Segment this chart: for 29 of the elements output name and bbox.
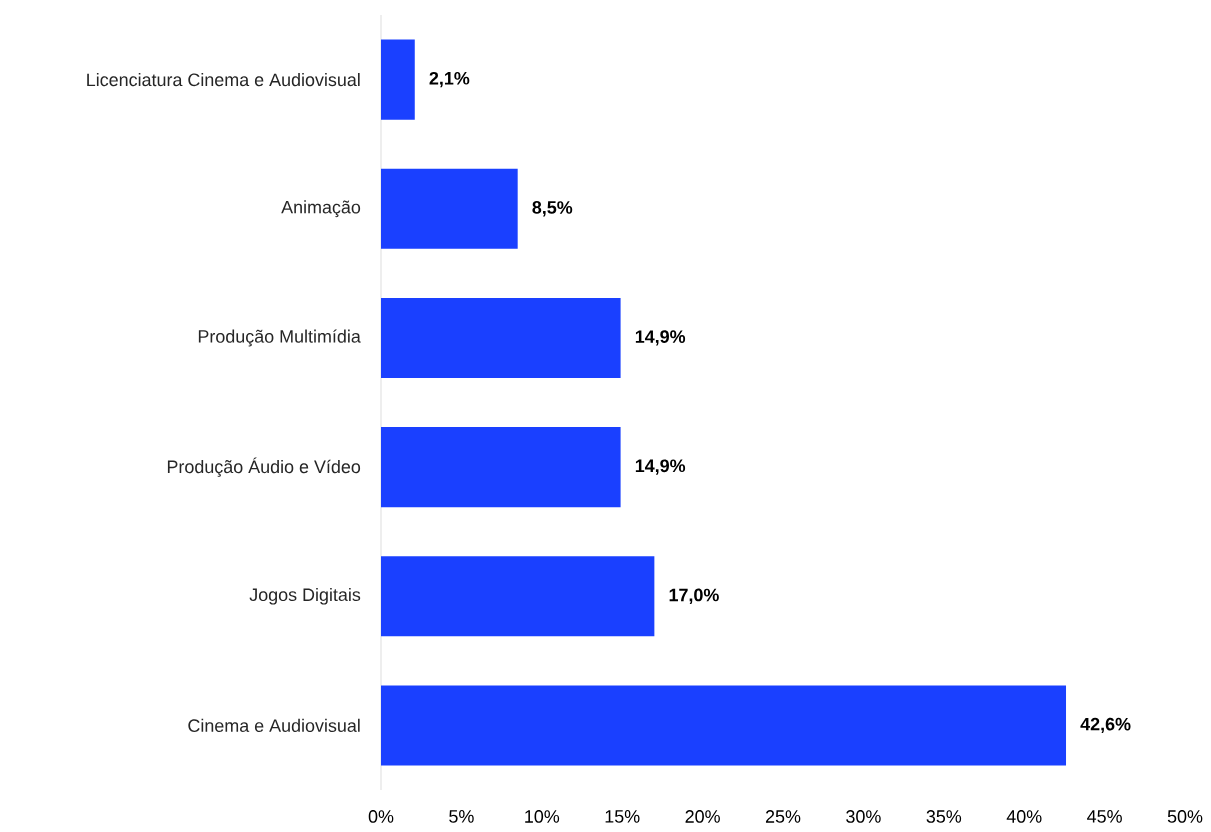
- x-tick-label: 5%: [449, 810, 474, 823]
- bar: [381, 685, 1067, 766]
- x-tick-label: 30%: [846, 810, 881, 823]
- data-label: 14,9%: [635, 459, 686, 475]
- data-label: 2,1%: [429, 71, 470, 88]
- bar: [381, 556, 655, 637]
- data-label: 14,9%: [635, 330, 686, 346]
- x-tick-label: 10%: [525, 810, 560, 823]
- x-tick-label: 20%: [685, 810, 720, 823]
- y-tick-label: Jogos Digitais: [249, 587, 361, 605]
- x-tick-label: 50%: [1167, 810, 1203, 823]
- x-tick-label: 15%: [605, 810, 640, 823]
- x-tick-label: 40%: [1006, 810, 1042, 823]
- x-tick-label: 35%: [926, 810, 962, 823]
- y-tick-label: Cinema e Audiovisual: [188, 718, 360, 733]
- y-tick-label: Licenciatura Cinema e Audiovisual: [87, 73, 360, 87]
- data-label: 17,0%: [669, 588, 719, 604]
- data-label: 42,6%: [1080, 717, 1131, 734]
- bar: [381, 39, 415, 120]
- bar: [381, 427, 621, 508]
- bar: [381, 297, 621, 378]
- bar: [381, 168, 518, 249]
- y-tick-label: Produção Áudio e Vídeo: [167, 457, 361, 477]
- y-tick-label: Produção Multimídia: [198, 329, 361, 347]
- x-tick-label: 25%: [765, 810, 801, 823]
- y-tick-label: Animação: [281, 200, 361, 218]
- data-label: 8,5%: [532, 201, 573, 217]
- x-tick-label: 0%: [368, 810, 394, 823]
- x-tick-label: 45%: [1087, 810, 1122, 823]
